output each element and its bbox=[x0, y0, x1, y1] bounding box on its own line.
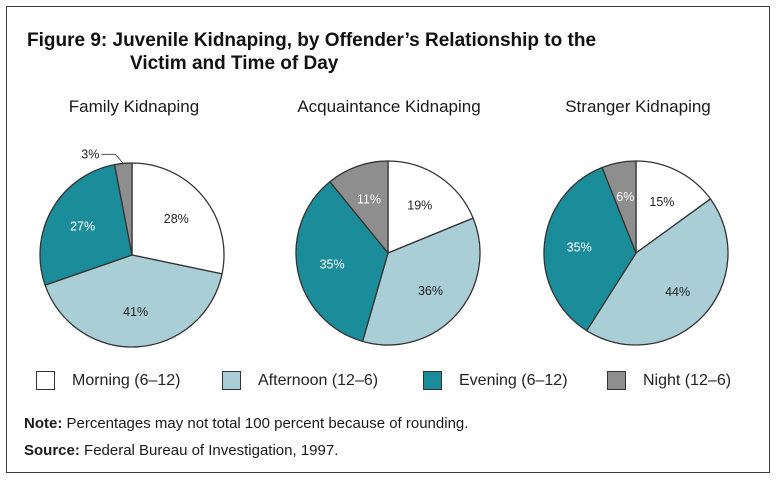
pie-label-stranger-night: 6% bbox=[616, 190, 634, 204]
pie-label-acquaintance-evening: 35% bbox=[320, 258, 345, 272]
pie-label-stranger-afternoon: 44% bbox=[665, 285, 690, 299]
legend-label-night: Night (12–6) bbox=[643, 371, 732, 389]
pie-label-family-afternoon: 41% bbox=[123, 305, 148, 319]
source-text: Federal Bureau of Investigation, 1997. bbox=[79, 442, 339, 459]
legend-item-afternoon: Afternoon (12–6) bbox=[222, 371, 378, 390]
source-label: Source: bbox=[24, 442, 80, 459]
figure-title-line-2: Victim and Time of Day bbox=[130, 53, 339, 74]
source-line: Source: Federal Bureau of Investigation,… bbox=[24, 442, 338, 459]
pie-title-acquaintance: Acquaintance Kidnaping bbox=[297, 97, 480, 116]
pie-slice-family-evening bbox=[39, 164, 133, 286]
pie-label-stranger-morning: 15% bbox=[649, 195, 674, 209]
note-text: Percentages may not total 100 percent be… bbox=[62, 415, 469, 432]
note-line: Note: Percentages may not total 100 perc… bbox=[24, 415, 468, 432]
legend-label-morning: Morning (6–12) bbox=[72, 371, 181, 389]
pie-title-family: Family Kidnaping bbox=[69, 97, 199, 116]
pie-slice-stranger-night bbox=[601, 160, 637, 254]
figure-title-line-1: Figure 9: Juvenile Kidnaping, by Offende… bbox=[27, 30, 597, 51]
pie-leader-line-family-night bbox=[101, 153, 124, 164]
legend-item-night: Night (12–6) bbox=[607, 371, 731, 390]
pie-slice-family-morning bbox=[131, 162, 225, 275]
pie-slice-acquaintance-night bbox=[329, 160, 389, 254]
pie-label-acquaintance-afternoon: 36% bbox=[418, 284, 443, 298]
legend-item-morning: Morning (6–12) bbox=[36, 371, 181, 390]
pie-label-stranger-evening: 35% bbox=[567, 241, 592, 255]
pie-slice-family-afternoon bbox=[44, 254, 223, 348]
note-label: Note: bbox=[24, 415, 63, 432]
legend-swatch-night bbox=[607, 371, 626, 390]
pie-slice-stranger-evening bbox=[543, 166, 637, 332]
legend: Morning (6–12) Afternoon (12–6) Evening … bbox=[0, 371, 778, 395]
pie-slice-stranger-morning bbox=[635, 160, 712, 254]
legend-swatch-evening bbox=[423, 371, 442, 390]
pie-label-family-evening: 27% bbox=[70, 220, 95, 234]
pie-label-family-night: 3% bbox=[81, 147, 99, 161]
pie-label-acquaintance-night: 11% bbox=[357, 192, 381, 206]
pie-slice-acquaintance-afternoon bbox=[361, 217, 481, 346]
legend-item-evening: Evening (6–12) bbox=[423, 371, 568, 390]
legend-swatch-morning bbox=[36, 371, 55, 390]
pie-title-stranger: Stranger Kidnaping bbox=[565, 97, 711, 116]
pie-slice-acquaintance-evening bbox=[295, 181, 389, 343]
pie-slice-acquaintance-morning bbox=[387, 160, 474, 254]
pie-label-family-morning: 28% bbox=[164, 212, 189, 226]
legend-label-afternoon: Afternoon (12–6) bbox=[258, 371, 379, 389]
pie-label-acquaintance-morning: 19% bbox=[407, 199, 432, 213]
pie-slice-stranger-afternoon bbox=[586, 198, 729, 346]
legend-swatch-afternoon bbox=[222, 371, 241, 390]
legend-label-evening: Evening (6–12) bbox=[459, 371, 568, 389]
